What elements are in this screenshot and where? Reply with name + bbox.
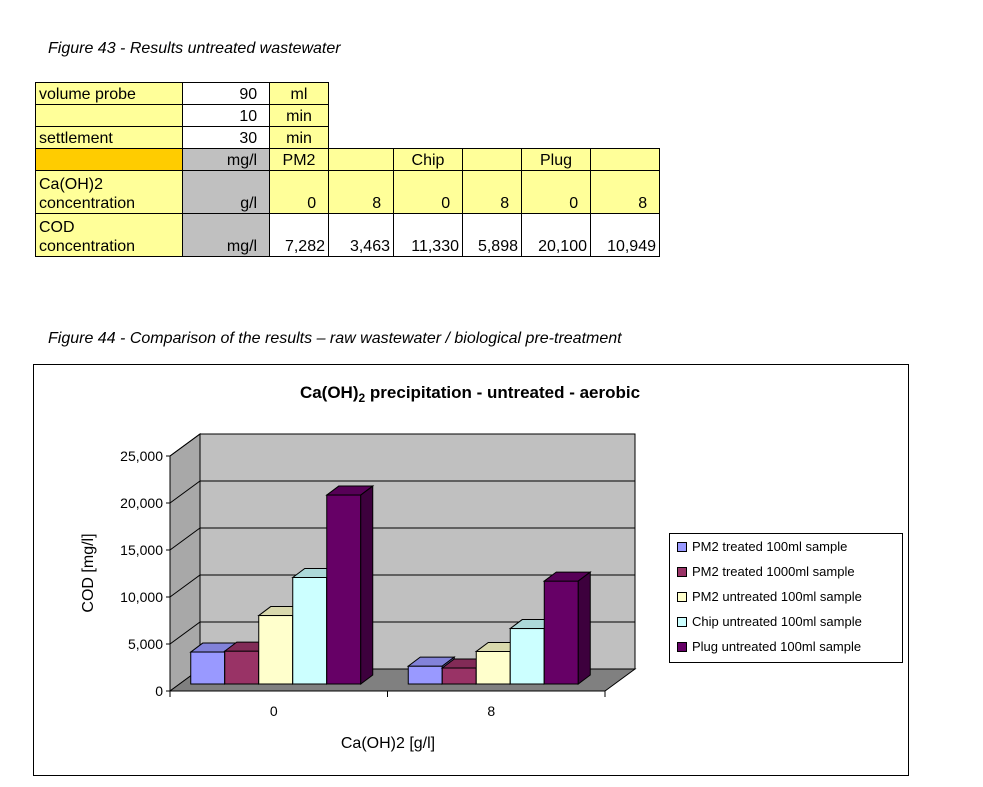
x-axis-label: Ca(OH)2 [g/l] — [341, 735, 435, 752]
gridline — [169, 574, 635, 598]
table-cell: 3,463 — [328, 213, 394, 257]
table-cell: min — [269, 104, 329, 127]
figure-44-caption: Figure 44 - Comparison of the results – … — [48, 330, 622, 347]
table-row: volume probe 90 ml — [35, 82, 660, 105]
y-axis-label: COD [mg/l] — [80, 533, 97, 612]
table-cell: 8 — [328, 170, 394, 214]
gridline — [169, 433, 635, 457]
y-tick-label: 20,000 — [120, 495, 163, 511]
legend-item: PM2 treated 1000ml sample — [677, 561, 855, 583]
y-tick-label: 5,000 — [128, 636, 163, 652]
bar-front — [441, 667, 477, 685]
bar-front — [543, 580, 579, 685]
figure-43-caption: Figure 43 - Results untreated wastewater — [48, 40, 341, 57]
bar-front — [326, 494, 362, 685]
legend-item: Plug untreated 100ml sample — [677, 636, 861, 658]
x-tick-label: 0 — [270, 703, 278, 719]
table-cell: Ca(OH)2 concentration — [35, 170, 183, 214]
legend-item: PM2 untreated 100ml sample — [677, 586, 862, 608]
table-cell: COD concentration — [35, 213, 183, 257]
chart-title: Ca(OH)2 precipitation - untreated - aero… — [300, 383, 640, 405]
table-cell: 10 — [182, 104, 270, 127]
table-cell: ml — [269, 82, 329, 105]
gridline — [169, 480, 635, 504]
legend-swatch — [677, 591, 687, 602]
bar-front — [258, 615, 294, 685]
y-tick-label: 10,000 — [120, 589, 163, 605]
results-table: volume probe 90 ml 10 min settlement 30 … — [35, 82, 660, 257]
legend-item: PM2 treated 100ml sample — [677, 536, 847, 558]
bar-side — [577, 571, 591, 685]
table-cell: settlement — [35, 126, 183, 149]
table-cell: mg/l — [182, 213, 270, 257]
table-cell: 10,949 — [590, 213, 660, 257]
y-tick-label: 15,000 — [120, 542, 163, 558]
table-row: mg/l PM2 Chip Plug — [35, 148, 660, 171]
table-cell: 90 — [182, 82, 270, 105]
chart-legend: PM2 treated 100ml sample PM2 treated 100… — [669, 533, 903, 663]
gridline — [169, 621, 635, 645]
table-cell: 0 — [269, 170, 329, 214]
bar-front — [407, 665, 443, 685]
table-cell: min — [269, 126, 329, 149]
table-cell: Plug — [521, 148, 591, 171]
gridline — [169, 527, 635, 551]
table-row: COD concentration mg/l 7,282 3,463 11,330… — [35, 213, 660, 257]
bar-front — [292, 576, 328, 685]
bar-side — [360, 485, 374, 685]
table-cell: Chip — [393, 148, 463, 171]
y-tick-label: 25,000 — [120, 448, 163, 464]
legend-swatch — [677, 541, 687, 552]
bar-front — [190, 651, 226, 685]
table-cell: volume probe — [35, 82, 183, 105]
table-row: Ca(OH)2 concentration g/l 0 8 0 8 0 8 — [35, 170, 660, 214]
table-row: 10 min — [35, 104, 660, 127]
legend-swatch — [677, 566, 687, 577]
table-cell: 0 — [521, 170, 591, 214]
table-cell — [590, 148, 660, 171]
table-cell: 20,100 — [521, 213, 591, 257]
table-cell: 0 — [393, 170, 463, 214]
bar-front — [509, 628, 545, 685]
legend-swatch — [677, 616, 687, 627]
bar-front — [224, 650, 260, 685]
table-cell: 8 — [590, 170, 660, 214]
table-cell: 11,330 — [393, 213, 463, 257]
x-tick-label: 8 — [487, 703, 495, 719]
table-cell: g/l — [182, 170, 270, 214]
bar-front — [475, 650, 511, 685]
y-tick-label: 0 — [155, 683, 163, 699]
legend-item: Chip untreated 100ml sample — [677, 611, 862, 633]
legend-swatch — [677, 641, 687, 652]
